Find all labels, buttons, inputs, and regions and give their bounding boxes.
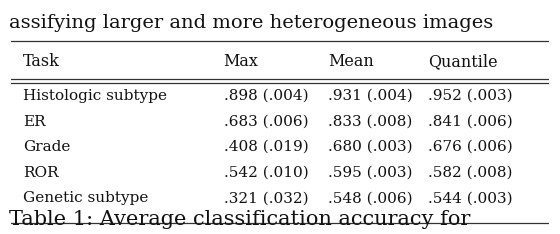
Text: Histologic subtype: Histologic subtype (23, 89, 167, 103)
Text: .680 (.003): .680 (.003) (328, 140, 413, 154)
Text: .898 (.004): .898 (.004) (223, 89, 308, 103)
Text: Quantile: Quantile (428, 53, 497, 70)
Text: .952 (.003): .952 (.003) (428, 89, 512, 103)
Text: .595 (.003): .595 (.003) (328, 166, 413, 180)
Text: Grade: Grade (23, 140, 71, 154)
Text: ER: ER (23, 114, 46, 128)
Text: .683 (.006): .683 (.006) (223, 114, 308, 128)
Text: Max: Max (223, 53, 258, 70)
Text: Table 1: Average classification accuracy for: Table 1: Average classification accuracy… (8, 210, 470, 229)
Text: .841 (.006): .841 (.006) (428, 114, 512, 128)
Text: .321 (.032): .321 (.032) (223, 191, 308, 205)
Text: .676 (.006): .676 (.006) (428, 140, 512, 154)
Text: .548 (.006): .548 (.006) (328, 191, 413, 205)
Text: .833 (.008): .833 (.008) (328, 114, 413, 128)
Text: .544 (.003): .544 (.003) (428, 191, 512, 205)
Text: .931 (.004): .931 (.004) (328, 89, 413, 103)
Text: .582 (.008): .582 (.008) (428, 166, 512, 180)
Text: assifying larger and more heterogeneous images: assifying larger and more heterogeneous … (8, 14, 493, 32)
Text: Genetic subtype: Genetic subtype (23, 191, 148, 205)
Text: .542 (.010): .542 (.010) (223, 166, 309, 180)
Text: ROR: ROR (23, 166, 59, 180)
Text: .408 (.019): .408 (.019) (223, 140, 309, 154)
Text: Task: Task (23, 53, 60, 70)
Text: Mean: Mean (328, 53, 374, 70)
